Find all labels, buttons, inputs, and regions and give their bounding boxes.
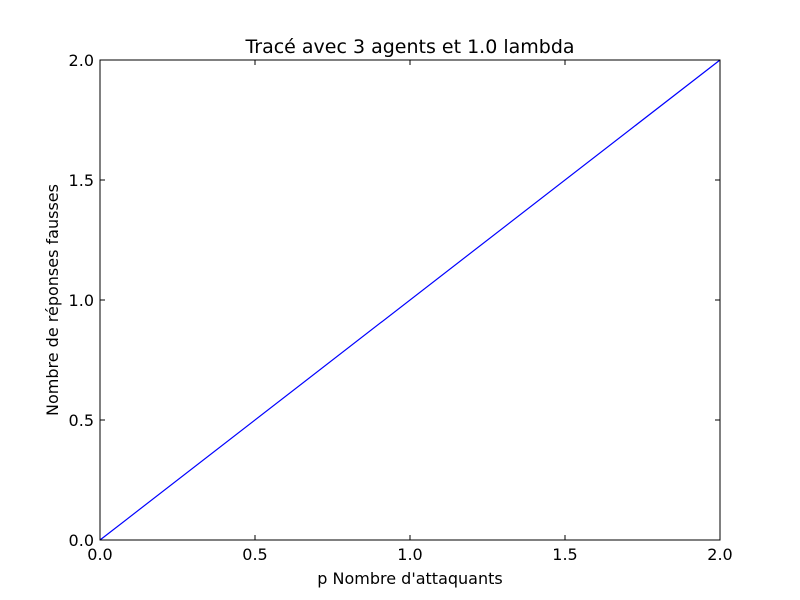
y-axis-label: Nombre de réponses fausses <box>43 184 62 416</box>
y-tick-label: 1.5 <box>69 171 94 190</box>
x-tick-label: 2.0 <box>707 545 732 564</box>
y-tick-label: 2.0 <box>69 51 94 70</box>
x-tick-label: 0.5 <box>242 545 267 564</box>
plot-area: 0.0 0.5 1.0 1.5 2.0 0.0 0.5 1.0 1.5 2.0 <box>69 51 733 564</box>
y-tick-label: 0.0 <box>69 531 94 550</box>
y-tick-label: 0.5 <box>69 411 94 430</box>
x-tick-label: 1.0 <box>397 545 422 564</box>
x-axis-label: p Nombre d'attaquants <box>317 569 502 588</box>
x-tick-label: 0.0 <box>87 545 112 564</box>
x-tick-label: 1.5 <box>552 545 577 564</box>
series-line-0 <box>99 59 721 541</box>
chart-title: Tracé avec 3 agents et 1.0 lambda <box>244 36 574 58</box>
y-tick-label: 1.0 <box>69 291 94 310</box>
